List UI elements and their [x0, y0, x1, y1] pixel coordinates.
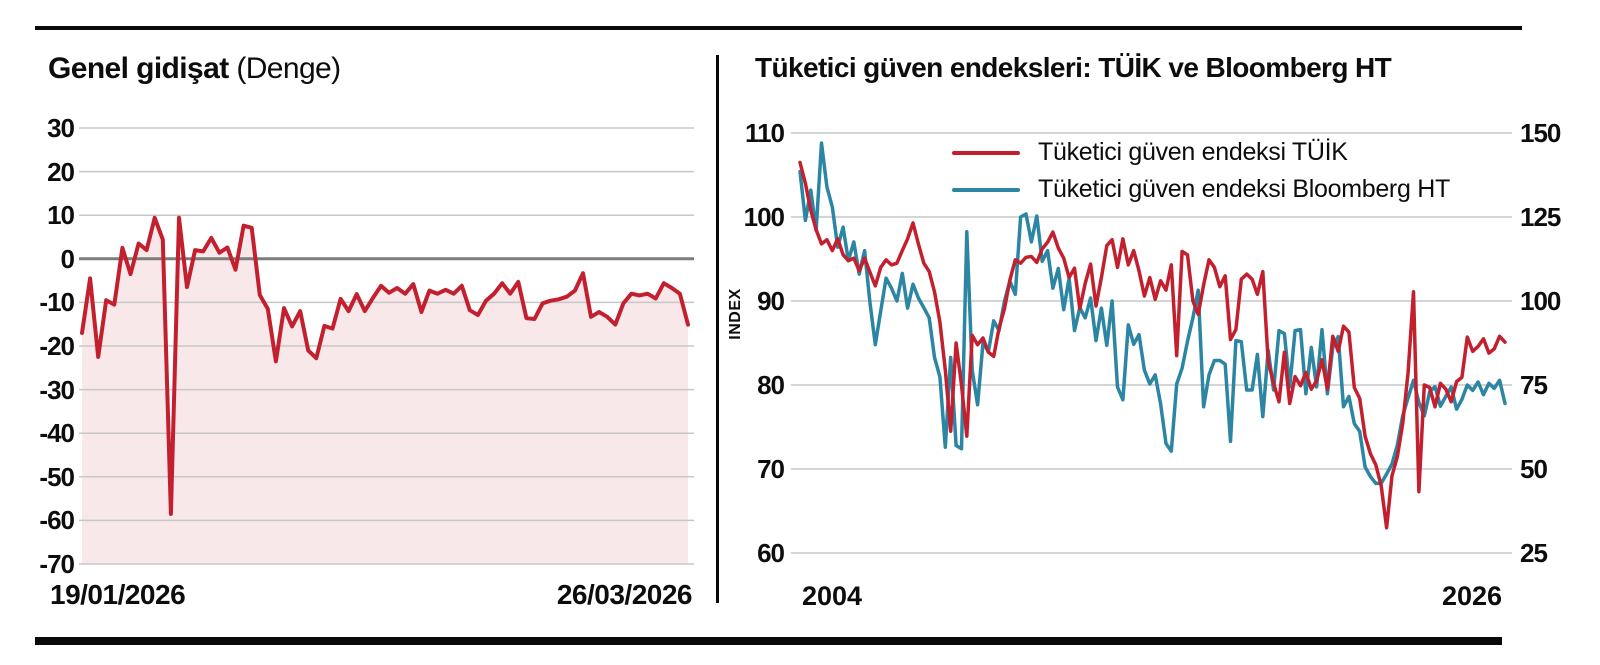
- bottom-rule: [35, 637, 1502, 645]
- left-chart-y-tick-label: -10: [39, 287, 75, 318]
- right-chart-y-tick-right-label: 125: [1520, 202, 1561, 232]
- right-chart-y-tick-left-label: 90: [757, 286, 785, 316]
- left-chart-y-tick-label: 0: [60, 243, 75, 274]
- right-chart-y-tick-left-label: 80: [757, 370, 785, 400]
- top-rule: [35, 26, 1522, 30]
- right-chart-y-tick-left-label: 100: [743, 202, 785, 232]
- left-chart-title: Genel gidişat (Denge): [48, 52, 341, 86]
- left-chart-y-tick-label: -20: [39, 331, 75, 361]
- left-chart-y-tick-label: -40: [39, 418, 75, 449]
- right-chart-y-tick-left-label: 70: [757, 454, 785, 484]
- legend-label-bht: Tüketici güven endeksi Bloomberg HT: [1038, 175, 1450, 203]
- bht-line-swatch: [952, 187, 1020, 192]
- right-chart-y-tick-left-label: 60: [757, 538, 785, 568]
- right-chart-y-tick-right-label: 100: [1520, 286, 1561, 316]
- tuik-line: [798, 160, 1507, 530]
- panel-divider: [716, 55, 719, 603]
- left-chart-y-tick-label: 30: [47, 113, 75, 143]
- left-chart-y-tick-label: 10: [47, 200, 75, 231]
- left-chart-x-label-start: 19/01/2026: [50, 579, 186, 610]
- bht-line: [798, 141, 1507, 486]
- right-chart-y-tick-right-label: 75: [1520, 370, 1548, 400]
- left-chart-y-tick-label: 20: [47, 156, 75, 187]
- right-chart-x-label-start: 2004: [801, 581, 863, 611]
- left-chart-title-bold: Genel gidişat: [48, 52, 229, 85]
- legend-entry-bht: Tüketici güven endeksi Bloomberg HT: [952, 171, 1450, 208]
- right-chart-y-tick-right-label: 50: [1520, 454, 1548, 484]
- legend-entry-tuik: Tüketici güven endeksi TÜİK: [952, 134, 1450, 171]
- legend-label-tuik: Tüketici güven endeksi TÜİK: [1038, 138, 1348, 166]
- left-chart-x-label-end: 26/03/2026: [556, 579, 693, 610]
- left-chart-y-tick-label: -50: [39, 461, 75, 492]
- legend: Tüketici güven endeksi TÜİK Tüketici güv…: [952, 134, 1450, 208]
- left-chart-y-tick-label: -70: [39, 549, 75, 579]
- tuik-line-swatch: [952, 150, 1020, 155]
- left-chart-y-tick-label: -60: [39, 505, 75, 536]
- left-chart-y-tick-label: -30: [39, 374, 75, 405]
- right-chart-title: Tüketici güven endeksleri: TÜİK ve Bloom…: [755, 52, 1392, 83]
- right-chart-y-tick-right-label: 150: [1520, 118, 1561, 148]
- left-chart-title-sub: (Denge): [228, 52, 341, 85]
- right-chart-x-label-end: 2026: [1441, 581, 1503, 611]
- right-chart-y-tick-right-label: 25: [1520, 538, 1548, 568]
- denge-line: [80, 215, 690, 516]
- right-chart-y-tick-left-label: 110: [745, 118, 785, 148]
